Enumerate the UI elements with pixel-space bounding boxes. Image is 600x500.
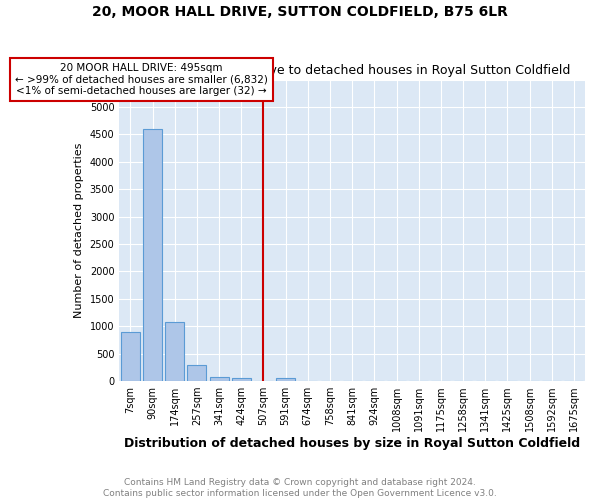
Text: 20 MOOR HALL DRIVE: 495sqm
← >99% of detached houses are smaller (6,832)
<1% of : 20 MOOR HALL DRIVE: 495sqm ← >99% of det…	[15, 63, 268, 96]
Title: Size of property relative to detached houses in Royal Sutton Coldfield: Size of property relative to detached ho…	[134, 64, 571, 77]
X-axis label: Distribution of detached houses by size in Royal Sutton Coldfield: Distribution of detached houses by size …	[124, 437, 580, 450]
Y-axis label: Number of detached properties: Number of detached properties	[74, 142, 84, 318]
Text: 20, MOOR HALL DRIVE, SUTTON COLDFIELD, B75 6LR: 20, MOOR HALL DRIVE, SUTTON COLDFIELD, B…	[92, 5, 508, 19]
Bar	[232, 378, 251, 381]
Bar	[209, 377, 229, 381]
Bar	[276, 378, 295, 381]
Bar	[187, 365, 206, 381]
Bar	[166, 322, 184, 381]
Bar	[143, 129, 162, 381]
Bar	[121, 332, 140, 381]
Text: Contains HM Land Registry data © Crown copyright and database right 2024.
Contai: Contains HM Land Registry data © Crown c…	[103, 478, 497, 498]
